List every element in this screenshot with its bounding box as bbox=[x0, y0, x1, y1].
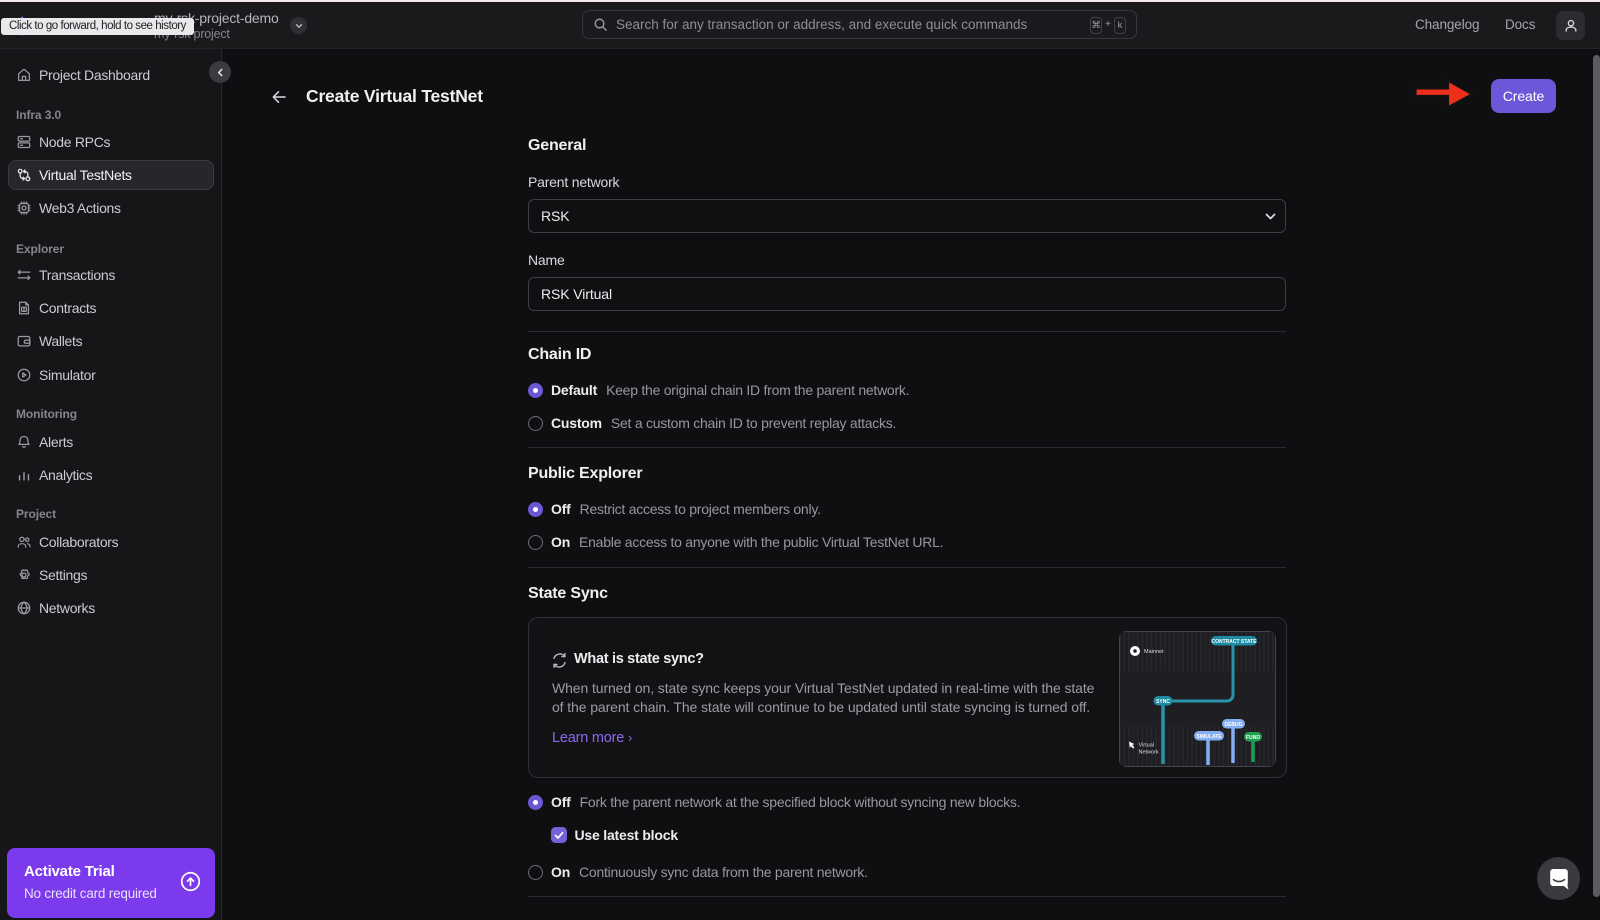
svg-text:SYNC: SYNC bbox=[1156, 699, 1170, 705]
svg-text:Virtual: Virtual bbox=[1139, 743, 1155, 749]
svg-text:Network: Network bbox=[1139, 750, 1159, 756]
svg-text:FUND: FUND bbox=[1246, 735, 1260, 741]
svg-text:CONTRACT STATE: CONTRACT STATE bbox=[1211, 639, 1257, 645]
svg-text:SIMULATE: SIMULATE bbox=[1196, 734, 1222, 740]
svg-text:Mainnet: Mainnet bbox=[1144, 649, 1164, 655]
svg-text:DEBUG: DEBUG bbox=[1224, 722, 1242, 728]
